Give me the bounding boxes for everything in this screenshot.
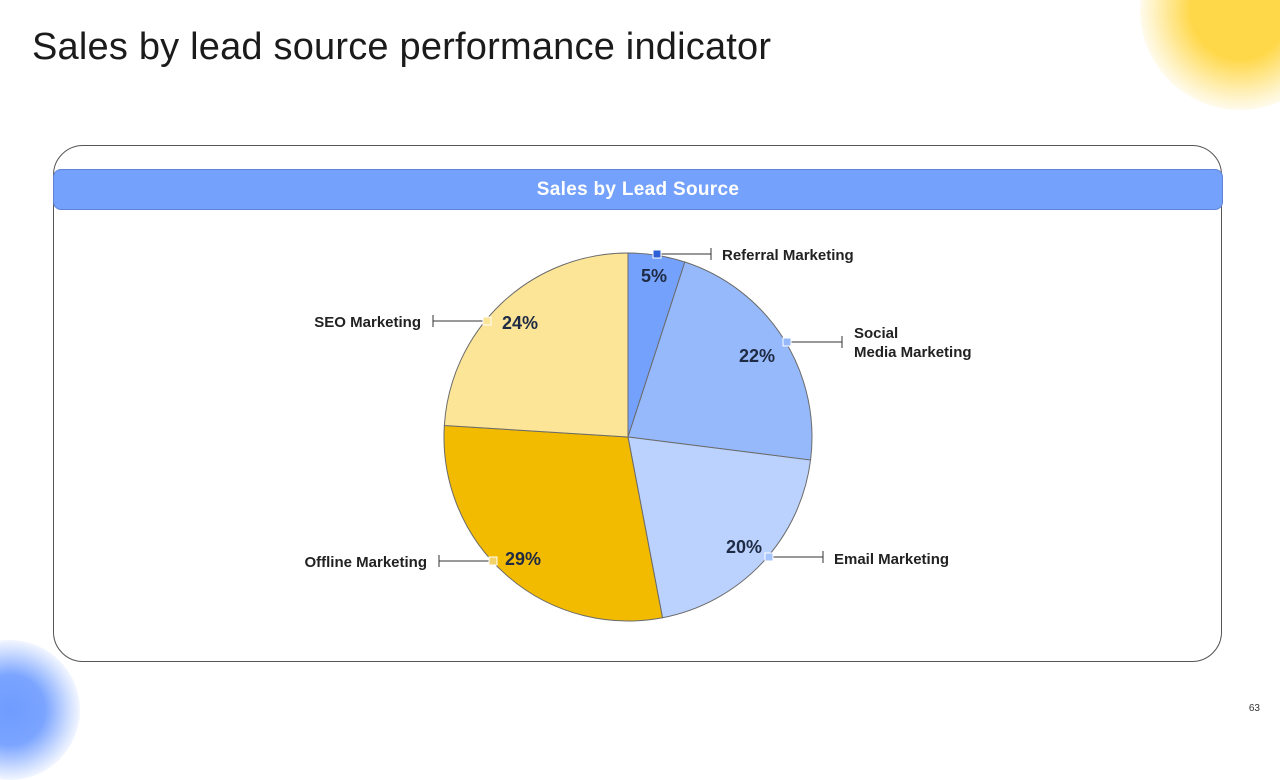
pie-value-label-email-marketing: 20%	[726, 537, 762, 557]
callout-marker-social-media-marketing	[782, 337, 792, 347]
page-title: Sales by lead source performance indicat…	[32, 26, 772, 68]
category-label-seo-marketing: SEO Marketing	[314, 314, 421, 331]
pie-chart: 5% Referral Marketing 22% Social Media Marke…	[304, 247, 972, 622]
callout-marker-referral-marketing	[652, 249, 662, 259]
pie-slice-email-marketing	[627, 436, 812, 619]
chart-panel	[53, 145, 1222, 662]
chart-title: Sales by Lead Source	[536, 178, 740, 200]
pie-value-label-offline-marketing: 29%	[505, 549, 541, 569]
pie-value-label-referral-marketing: 5%	[641, 266, 667, 286]
category-label-email-marketing: Email Marketing	[834, 551, 949, 568]
pie-value-label-seo-marketing: 24%	[502, 313, 538, 333]
pie-value-label-social-media-marketing: 22%	[739, 346, 775, 366]
callout-marker-email-marketing	[764, 552, 774, 562]
page-number: 63	[1248, 703, 1260, 714]
pie-slice-offline-marketing	[443, 424, 664, 622]
chart-panel-header: Sales by Lead Source	[53, 169, 1223, 210]
category-label-social-media-marketing: Social Media Marketing	[854, 325, 972, 361]
pie-slice-seo-marketing	[443, 252, 629, 438]
callout-marker-offline-marketing	[488, 556, 498, 566]
category-label-referral-marketing: Referral Marketing	[722, 247, 854, 264]
category-label-offline-marketing: Offline Marketing	[304, 554, 427, 571]
callout-marker-seo-marketing	[482, 316, 492, 326]
